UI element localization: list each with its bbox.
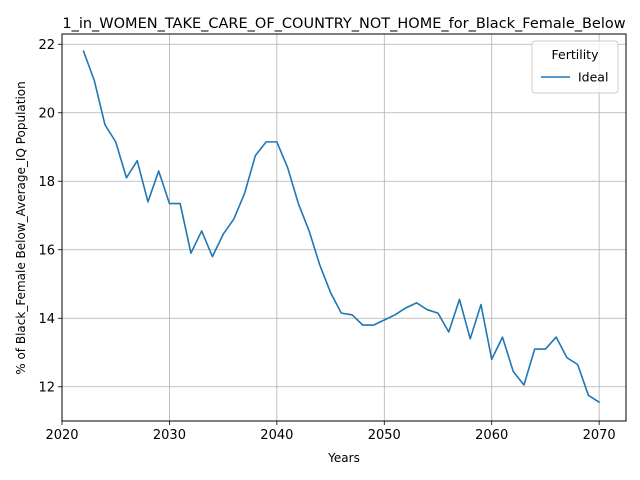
- data-point: [254, 155, 256, 157]
- x-tick-label: 2060: [475, 428, 508, 443]
- data-point: [201, 230, 203, 232]
- data-point: [136, 160, 138, 162]
- data-point: [190, 252, 192, 254]
- data-point: [82, 50, 84, 52]
- y-tick-label: 20: [38, 106, 55, 121]
- legend-box: [531, 40, 619, 94]
- data-point: [534, 348, 536, 350]
- y-axis-label: % of Black_Female Below_Average_IQ Popul…: [14, 81, 28, 375]
- data-point: [287, 167, 289, 169]
- data-point: [458, 298, 460, 300]
- data-point: [416, 302, 418, 304]
- data-point: [211, 256, 213, 258]
- data-point: [340, 312, 342, 314]
- y-tick-label: 22: [38, 38, 55, 53]
- data-point: [276, 141, 278, 143]
- data-point: [308, 230, 310, 232]
- data-point: [394, 314, 396, 316]
- series-line-ideal: [82, 50, 600, 403]
- y-tick-label: 16: [38, 243, 55, 258]
- x-tick-label: 2030: [153, 428, 186, 443]
- data-point: [168, 203, 170, 205]
- legend-label-ideal: Ideal: [578, 70, 608, 85]
- legend-title: Fertility: [552, 47, 600, 62]
- data-point: [319, 264, 321, 266]
- data-point: [115, 141, 117, 143]
- y-tick-label: 12: [38, 380, 55, 395]
- data-point: [93, 79, 95, 81]
- data-point: [104, 124, 106, 126]
- data-point: [469, 338, 471, 340]
- data-point: [265, 141, 267, 143]
- data-point: [222, 233, 224, 235]
- data-point: [480, 304, 482, 306]
- data-point: [523, 384, 525, 386]
- data-point: [158, 170, 160, 172]
- x-axis-label: Years: [327, 451, 360, 465]
- x-tick-label: 2050: [368, 428, 401, 443]
- data-point: [437, 312, 439, 314]
- axis-ticks: 2020 2030 2040 2050 2060 2070 12 14 16 18 20 22: [38, 38, 615, 443]
- data-point: [362, 324, 364, 326]
- data-point: [577, 363, 579, 365]
- x-tick-label: 2070: [583, 428, 616, 443]
- data-point: [544, 348, 546, 350]
- data-point: [373, 324, 375, 326]
- x-tick-label: 2020: [45, 428, 78, 443]
- legend: Fertility Ideal: [531, 40, 619, 94]
- data-point: [351, 314, 353, 316]
- data-point: [147, 201, 149, 203]
- data-point: [448, 331, 450, 333]
- data-point: [244, 192, 246, 194]
- data-point: [491, 358, 493, 360]
- y-tick-label: 14: [38, 312, 55, 327]
- data-point: [426, 309, 428, 311]
- data-point: [501, 336, 503, 338]
- data-point: [297, 203, 299, 205]
- data-point: [330, 292, 332, 294]
- data-point: [383, 319, 385, 321]
- data-point: [512, 370, 514, 372]
- data-point: [233, 218, 235, 220]
- data-point: [566, 357, 568, 359]
- data-point: [179, 203, 181, 205]
- data-point: [405, 307, 407, 309]
- data-point: [125, 177, 127, 179]
- plot-area-frame: [61, 33, 627, 422]
- data-point: [587, 394, 589, 396]
- chart-title: 1_in_WOMEN_TAKE_CARE_OF_COUNTRY_NOT_HOME…: [62, 16, 625, 32]
- data-point: [598, 401, 600, 403]
- x-tick-label: 2040: [260, 428, 293, 443]
- series-layer: [82, 50, 600, 403]
- y-tick-label: 18: [38, 175, 55, 190]
- data-point: [555, 336, 557, 338]
- gridlines: [61, 34, 626, 421]
